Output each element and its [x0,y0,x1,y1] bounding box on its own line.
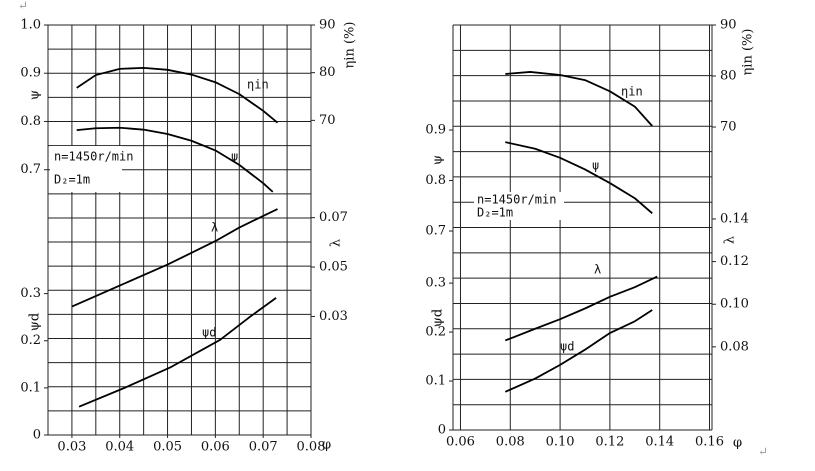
y-axis-label: λ [723,236,738,244]
y-axis-label: ψ [28,90,43,100]
y-tick-label: 90 [319,18,336,33]
annotation-box [50,146,122,192]
x-tick-label: 0.08 [297,440,326,455]
annotation: n=1450r/min [477,193,556,207]
annotation: n=1450r/min [54,150,133,164]
annotation: D₂=1m [54,173,90,187]
curve [76,126,274,193]
x-tick-label: 0.06 [201,440,230,455]
y-axis-label: ψd [431,309,446,328]
x-axis-label: φ [322,438,331,453]
y-tick-label: 0 [438,423,446,438]
y-tick-label: 80 [720,69,737,84]
curve [504,309,653,393]
y-tick-label: 0.7 [425,224,446,239]
y-tick-label: 0.2 [425,325,446,340]
y-tick-label: 0.05 [319,260,348,275]
y-axis-label: ψ [431,155,446,165]
panel: 0.03 0.04 0.05 0.06 0.07 0.08φ 0.7 0.8 0.9 1.0 ψ 0 0… [20,18,357,455]
x-tick-label: 0.08 [496,435,525,450]
curve [71,208,278,308]
y-tick-label: 0.3 [20,286,41,301]
x-tick-label: 0.10 [546,435,575,450]
curve [505,141,653,215]
y-axis-label: ψd [28,313,43,332]
y-tick-label: 0.07 [319,210,348,225]
y-tick-label: 0.10 [720,297,749,312]
y-tick-label: 0.9 [20,66,41,81]
curve [76,67,279,124]
x-tick-label: 0.06 [446,435,475,450]
x-tick-label: 0.05 [153,440,182,455]
x-tick-label: 0.14 [645,435,674,450]
curve-label: ψ [592,159,599,173]
corner-mark: ↵ [18,0,28,13]
curve-label: ηin [247,78,269,92]
y-tick-label: 0.14 [720,211,749,226]
y-tick-label: 0.8 [425,173,446,188]
y-tick-label: 1.0 [20,18,41,33]
curve-label: λ [594,263,601,277]
y-tick-label: 0.12 [720,254,749,269]
panel: 0.06 0.08 0.10 0.12 0.14 0.16 φ0.70.80.9ψ00.10… [425,18,755,451]
y-axis-label: λ [329,239,344,247]
y-axis-label: ηin (%) [741,29,756,76]
curve [505,71,653,127]
x-tick-label: 0.07 [249,440,278,455]
curve-label: ψ [231,150,238,164]
curve [504,275,658,342]
corner-mark: ↵ [758,445,768,459]
annotation-box [474,192,564,220]
y-tick-label: 0.08 [720,339,749,354]
y-tick-label: 70 [720,120,737,135]
y-tick-label: 0 [33,428,41,443]
y-tick-label: 0.2 [20,333,41,348]
curve-label: ψd [560,340,574,354]
y-axis-label: ηin (%) [343,22,358,69]
y-tick-label: 0.7 [20,162,41,177]
y-tick-label: 0.3 [425,276,446,291]
x-tick-label: 0.03 [57,440,86,455]
annotation: D₂=1m [477,206,513,220]
y-tick-label: 0.1 [20,380,41,395]
x-tick-label: 0.16 [695,435,724,450]
y-tick-label: 90 [720,18,737,33]
y-tick-label: 0.9 [425,123,446,138]
y-tick-label: 0.8 [20,114,41,129]
y-tick-label: 80 [319,65,336,80]
x-axis-label: φ [733,436,742,451]
curve [78,297,277,408]
y-tick-label: 0.03 [319,309,348,324]
curve-label: ψd [202,326,216,340]
x-tick-label: 0.12 [595,435,624,450]
curve-label: λ [211,221,218,235]
y-tick-label: 0.1 [425,374,446,389]
y-tick-label: 70 [319,113,336,128]
curve-label: ηin [621,85,643,99]
x-tick-label: 0.04 [105,440,134,455]
